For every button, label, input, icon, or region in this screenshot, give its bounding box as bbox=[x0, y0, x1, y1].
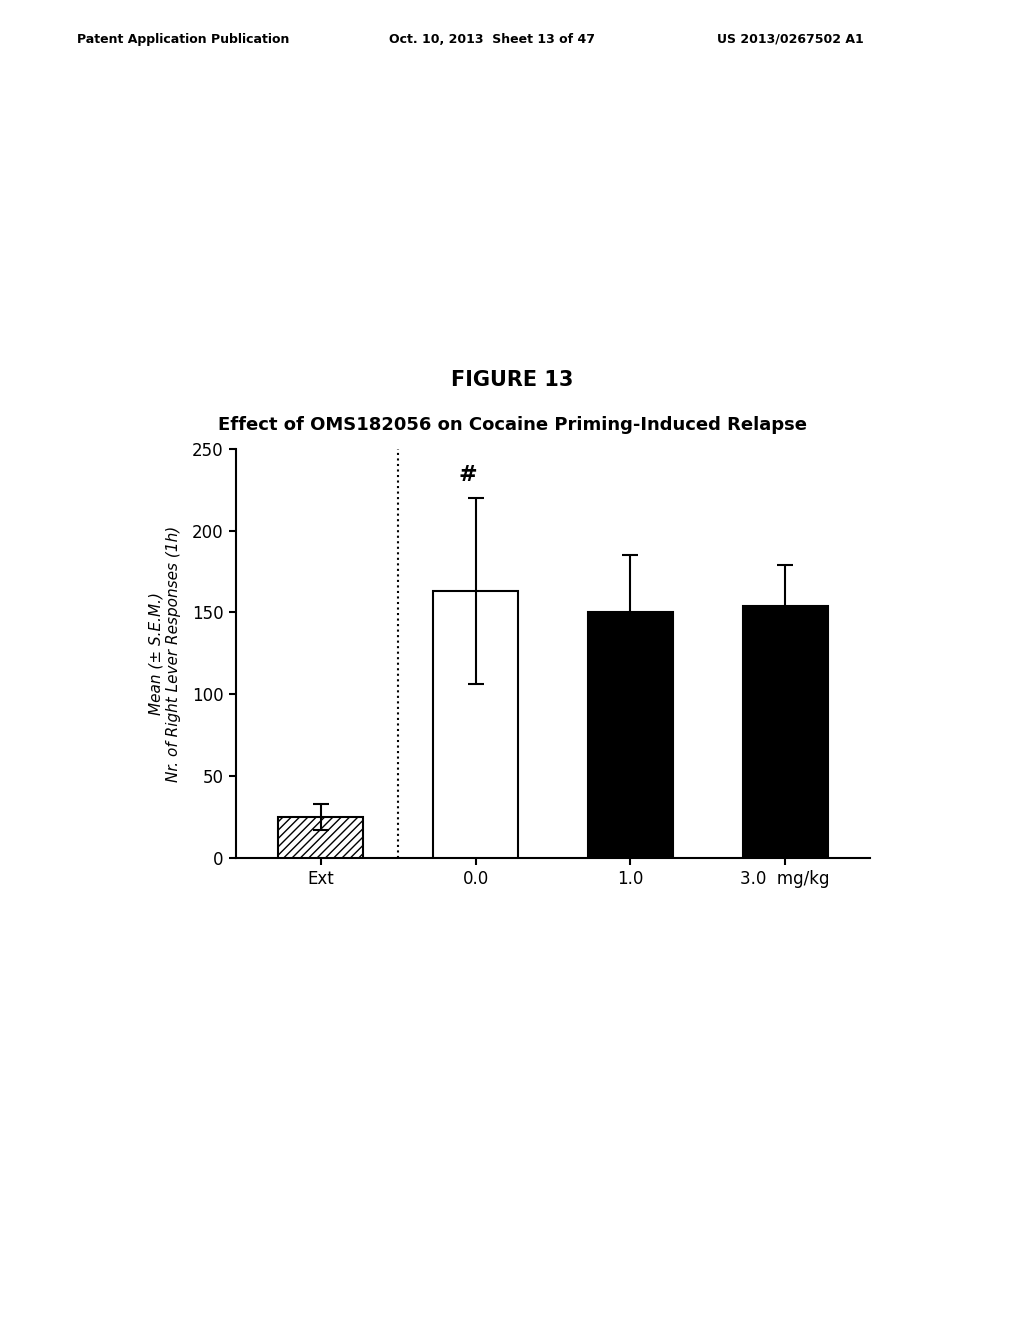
Text: US 2013/0267502 A1: US 2013/0267502 A1 bbox=[717, 33, 863, 46]
Text: Patent Application Publication: Patent Application Publication bbox=[77, 33, 289, 46]
Bar bbox=[742, 606, 827, 858]
Text: Oct. 10, 2013  Sheet 13 of 47: Oct. 10, 2013 Sheet 13 of 47 bbox=[389, 33, 595, 46]
Bar bbox=[279, 817, 364, 858]
Bar bbox=[433, 591, 518, 858]
Bar bbox=[588, 612, 673, 858]
Text: Effect of OMS182056 on Cocaine Priming-Induced Relapse: Effect of OMS182056 on Cocaine Priming-I… bbox=[217, 416, 807, 434]
Text: #: # bbox=[459, 465, 477, 484]
Text: FIGURE 13: FIGURE 13 bbox=[451, 370, 573, 389]
Y-axis label: Mean (± S.E.M.)
Nr. of Right Lever Responses (1h): Mean (± S.E.M.) Nr. of Right Lever Respo… bbox=[148, 525, 181, 781]
